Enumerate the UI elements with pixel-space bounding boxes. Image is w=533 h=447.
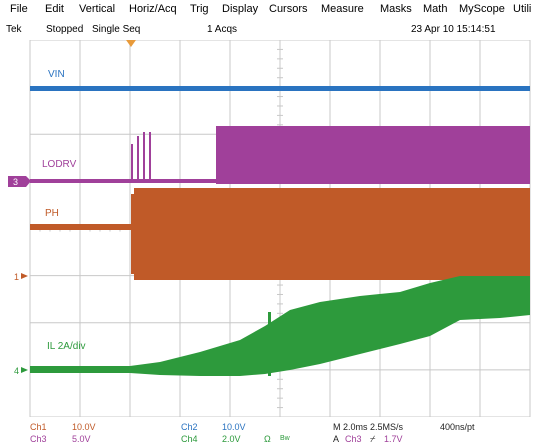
status-bar: Tek Stopped Single Seq 1 Acqs 23 Apr 10 …: [0, 22, 533, 38]
ch3-name[interactable]: Ch3: [30, 434, 47, 444]
brand-label: Tek: [6, 24, 22, 35]
menu-edit[interactable]: Edit: [45, 3, 64, 15]
lodrv-label: LODRV: [42, 159, 77, 170]
menu-display[interactable]: Display: [222, 3, 259, 15]
menu-myscope[interactable]: MyScope: [459, 3, 505, 15]
run-state: Stopped: [46, 24, 84, 35]
menu-cursors[interactable]: Cursors: [269, 3, 308, 15]
ch1-scale: 10.0V: [72, 422, 96, 432]
ch2-scale: 10.0V: [222, 422, 246, 432]
svg-text:4: 4: [14, 366, 19, 376]
menu-masks[interactable]: Masks: [380, 3, 412, 15]
vin-label: VIN: [48, 69, 65, 80]
ch2-name[interactable]: Ch2: [181, 422, 198, 432]
ohm-icon: Ω: [264, 434, 271, 444]
menu-utilities[interactable]: Utili: [513, 3, 532, 15]
svg-text:1: 1: [14, 272, 19, 282]
trigger-prefix: A: [333, 434, 340, 444]
lodrv-trace: [30, 126, 530, 184]
vin-trace: [30, 86, 530, 91]
menu-horiz-acq[interactable]: Horiz/Acq: [129, 3, 177, 15]
ch1-ground-marker[interactable]: 1: [14, 272, 28, 282]
acquisition-count: 1 Acqs: [207, 24, 238, 35]
trigger-position-icon[interactable]: [126, 40, 136, 47]
menu-file[interactable]: File: [10, 3, 28, 15]
menu-math[interactable]: Math: [423, 3, 448, 15]
resolution-readout: 400ns/pt: [440, 422, 475, 432]
ch4-ground-marker[interactable]: 4: [14, 366, 28, 376]
ch3-ground-marker[interactable]: 3: [8, 176, 31, 187]
ph-label: PH: [45, 208, 59, 219]
trigger-level[interactable]: 1.7V: [384, 434, 403, 444]
acquisition-mode: Single Seq: [92, 24, 141, 35]
ch4-name[interactable]: Ch4: [181, 434, 198, 444]
trigger-source[interactable]: Ch3: [345, 434, 362, 444]
ph-trace: [30, 188, 530, 280]
menu-measure[interactable]: Measure: [321, 3, 364, 15]
channel-readout: Ch1 10.0V Ch3 5.0V Ch2 10.0V Ch4 2.0V Ω …: [0, 420, 533, 447]
scope-display: VIN LODRV PH IL 2A/div 3 1 4: [0, 39, 533, 418]
il-label: IL 2A/div: [47, 341, 86, 352]
trigger-slope-icon: ⌿: [370, 434, 376, 444]
ch3-scale: 5.0V: [72, 434, 91, 444]
datetime-label: 23 Apr 10 15:14:51: [411, 24, 496, 35]
menu-vertical[interactable]: Vertical: [79, 3, 116, 15]
svg-text:3: 3: [13, 177, 18, 187]
menu-trig[interactable]: Trig: [190, 3, 209, 15]
ch4-scale: 2.0V: [222, 434, 241, 444]
il-trace: [30, 276, 530, 376]
timebase-readout[interactable]: M 2.0ms 2.5MS/s: [333, 422, 404, 432]
bandwidth-limit-icon: Bw: [280, 435, 290, 442]
waveform-graticule: VIN LODRV PH IL 2A/div 3 1 4: [8, 39, 531, 418]
ch1-name[interactable]: Ch1: [30, 422, 47, 432]
menu-bar: File Edit Vertical Horiz/Acq Trig Displa…: [0, 0, 533, 20]
